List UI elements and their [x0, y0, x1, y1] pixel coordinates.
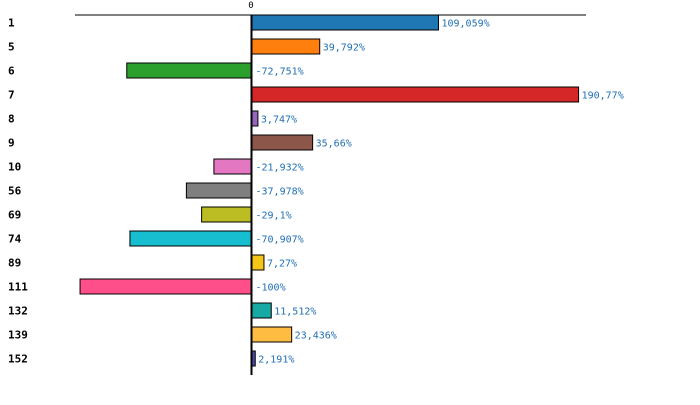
value-label: 109,059% — [441, 19, 489, 30]
value-label: 3,747% — [261, 115, 297, 126]
value-label: -29,1% — [256, 211, 292, 222]
value-label: 7,27% — [267, 259, 297, 270]
value-label: -70,907% — [256, 235, 304, 246]
bar — [251, 302, 272, 319]
value-label: 11,512% — [274, 307, 316, 318]
category-label: 9 — [8, 137, 15, 150]
zero-tick-label: 0 — [248, 1, 253, 11]
category-label: 56 — [8, 185, 22, 198]
bars-group: 1 109,059% 5 39,792% 6 -72,751% 7 190,77% 8 3,747… — [8, 14, 624, 367]
value-label: -21,932% — [256, 163, 304, 174]
category-label: 139 — [8, 329, 28, 342]
category-label: 132 — [8, 305, 28, 318]
category-label: 69 — [8, 209, 21, 222]
bar — [251, 14, 439, 31]
bar — [251, 38, 321, 55]
bar — [251, 254, 265, 271]
value-label: -100% — [256, 283, 286, 294]
category-label: 8 — [8, 113, 15, 126]
category-label: 111 — [8, 281, 28, 294]
category-label: 152 — [8, 353, 28, 366]
category-label: 74 — [8, 233, 22, 246]
bar — [129, 230, 252, 247]
value-label: 35,66% — [316, 139, 352, 150]
bar — [213, 158, 252, 175]
bar — [126, 62, 252, 79]
category-label: 1 — [8, 17, 15, 30]
bar — [185, 182, 252, 199]
category-label: 10 — [8, 161, 21, 174]
bar — [251, 134, 314, 151]
category-label: 5 — [8, 41, 15, 54]
category-label: 7 — [8, 89, 15, 102]
value-label: 2,191% — [258, 355, 294, 366]
value-label: -72,751% — [256, 67, 304, 78]
bar — [201, 206, 252, 223]
value-label: 23,436% — [295, 331, 337, 342]
value-label: -37,978% — [256, 187, 304, 198]
category-label: 89 — [8, 257, 21, 270]
category-label: 6 — [8, 65, 15, 78]
bar — [79, 278, 252, 295]
bar — [251, 86, 580, 103]
value-label: 190,77% — [582, 91, 624, 102]
value-label: 39,792% — [323, 43, 365, 54]
bar — [251, 326, 293, 343]
